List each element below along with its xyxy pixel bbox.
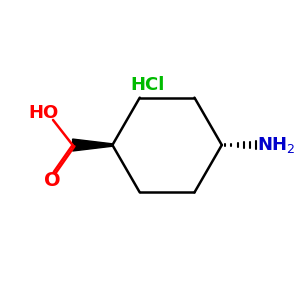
Text: HCl: HCl — [130, 76, 164, 94]
Text: NH$_2$: NH$_2$ — [257, 135, 296, 155]
Polygon shape — [73, 139, 112, 151]
Text: O: O — [44, 171, 61, 190]
Text: HO: HO — [28, 104, 58, 122]
